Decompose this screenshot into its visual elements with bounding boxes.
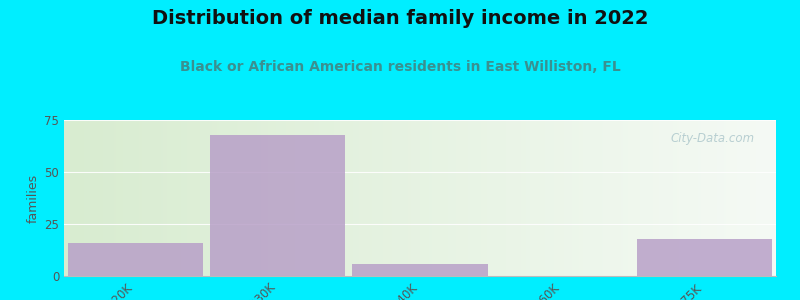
Bar xyxy=(352,263,488,276)
Bar xyxy=(67,243,203,276)
Text: City-Data.com: City-Data.com xyxy=(670,133,754,146)
Text: Distribution of median family income in 2022: Distribution of median family income in … xyxy=(152,9,648,28)
Bar xyxy=(210,135,346,276)
Text: Black or African American residents in East Williston, FL: Black or African American residents in E… xyxy=(180,60,620,74)
Y-axis label: families: families xyxy=(27,173,40,223)
Bar xyxy=(637,238,773,276)
